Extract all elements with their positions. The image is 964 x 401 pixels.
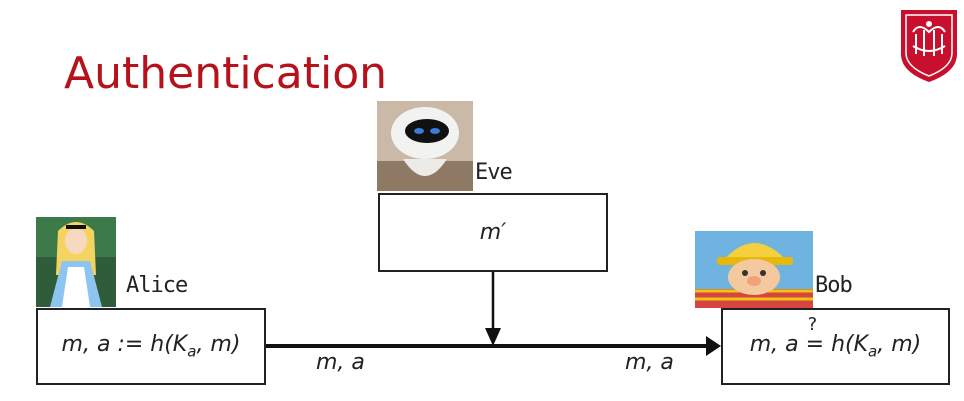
edge-label-right: m, a [625, 350, 674, 375]
eve-injection-arrowhead [485, 328, 501, 346]
eve-box-text: m′ [479, 220, 507, 245]
alice-portrait [36, 217, 116, 307]
alice-to-bob-arrowhead [706, 336, 721, 356]
alice-box-formula: m, a := h(Ka, m) [61, 332, 241, 361]
slide-title: Authentication [64, 48, 387, 99]
university-shield-logo [901, 10, 957, 82]
bob-box-formula: m, a ? = h(Ka, m) [749, 314, 922, 361]
alice-name-label: Alice [126, 273, 188, 298]
bob-message-box: m, a ? = h(Ka, m) [721, 308, 950, 385]
eve-portrait [377, 101, 473, 191]
bob-portrait [695, 231, 813, 308]
alice-message-box: m, a := h(Ka, m) [36, 308, 266, 385]
eve-name-label: Eve [475, 160, 513, 185]
bob-name-label: Bob [815, 273, 853, 298]
eve-message-box: m′ [378, 193, 608, 272]
edge-label-left: m, a [316, 350, 365, 375]
